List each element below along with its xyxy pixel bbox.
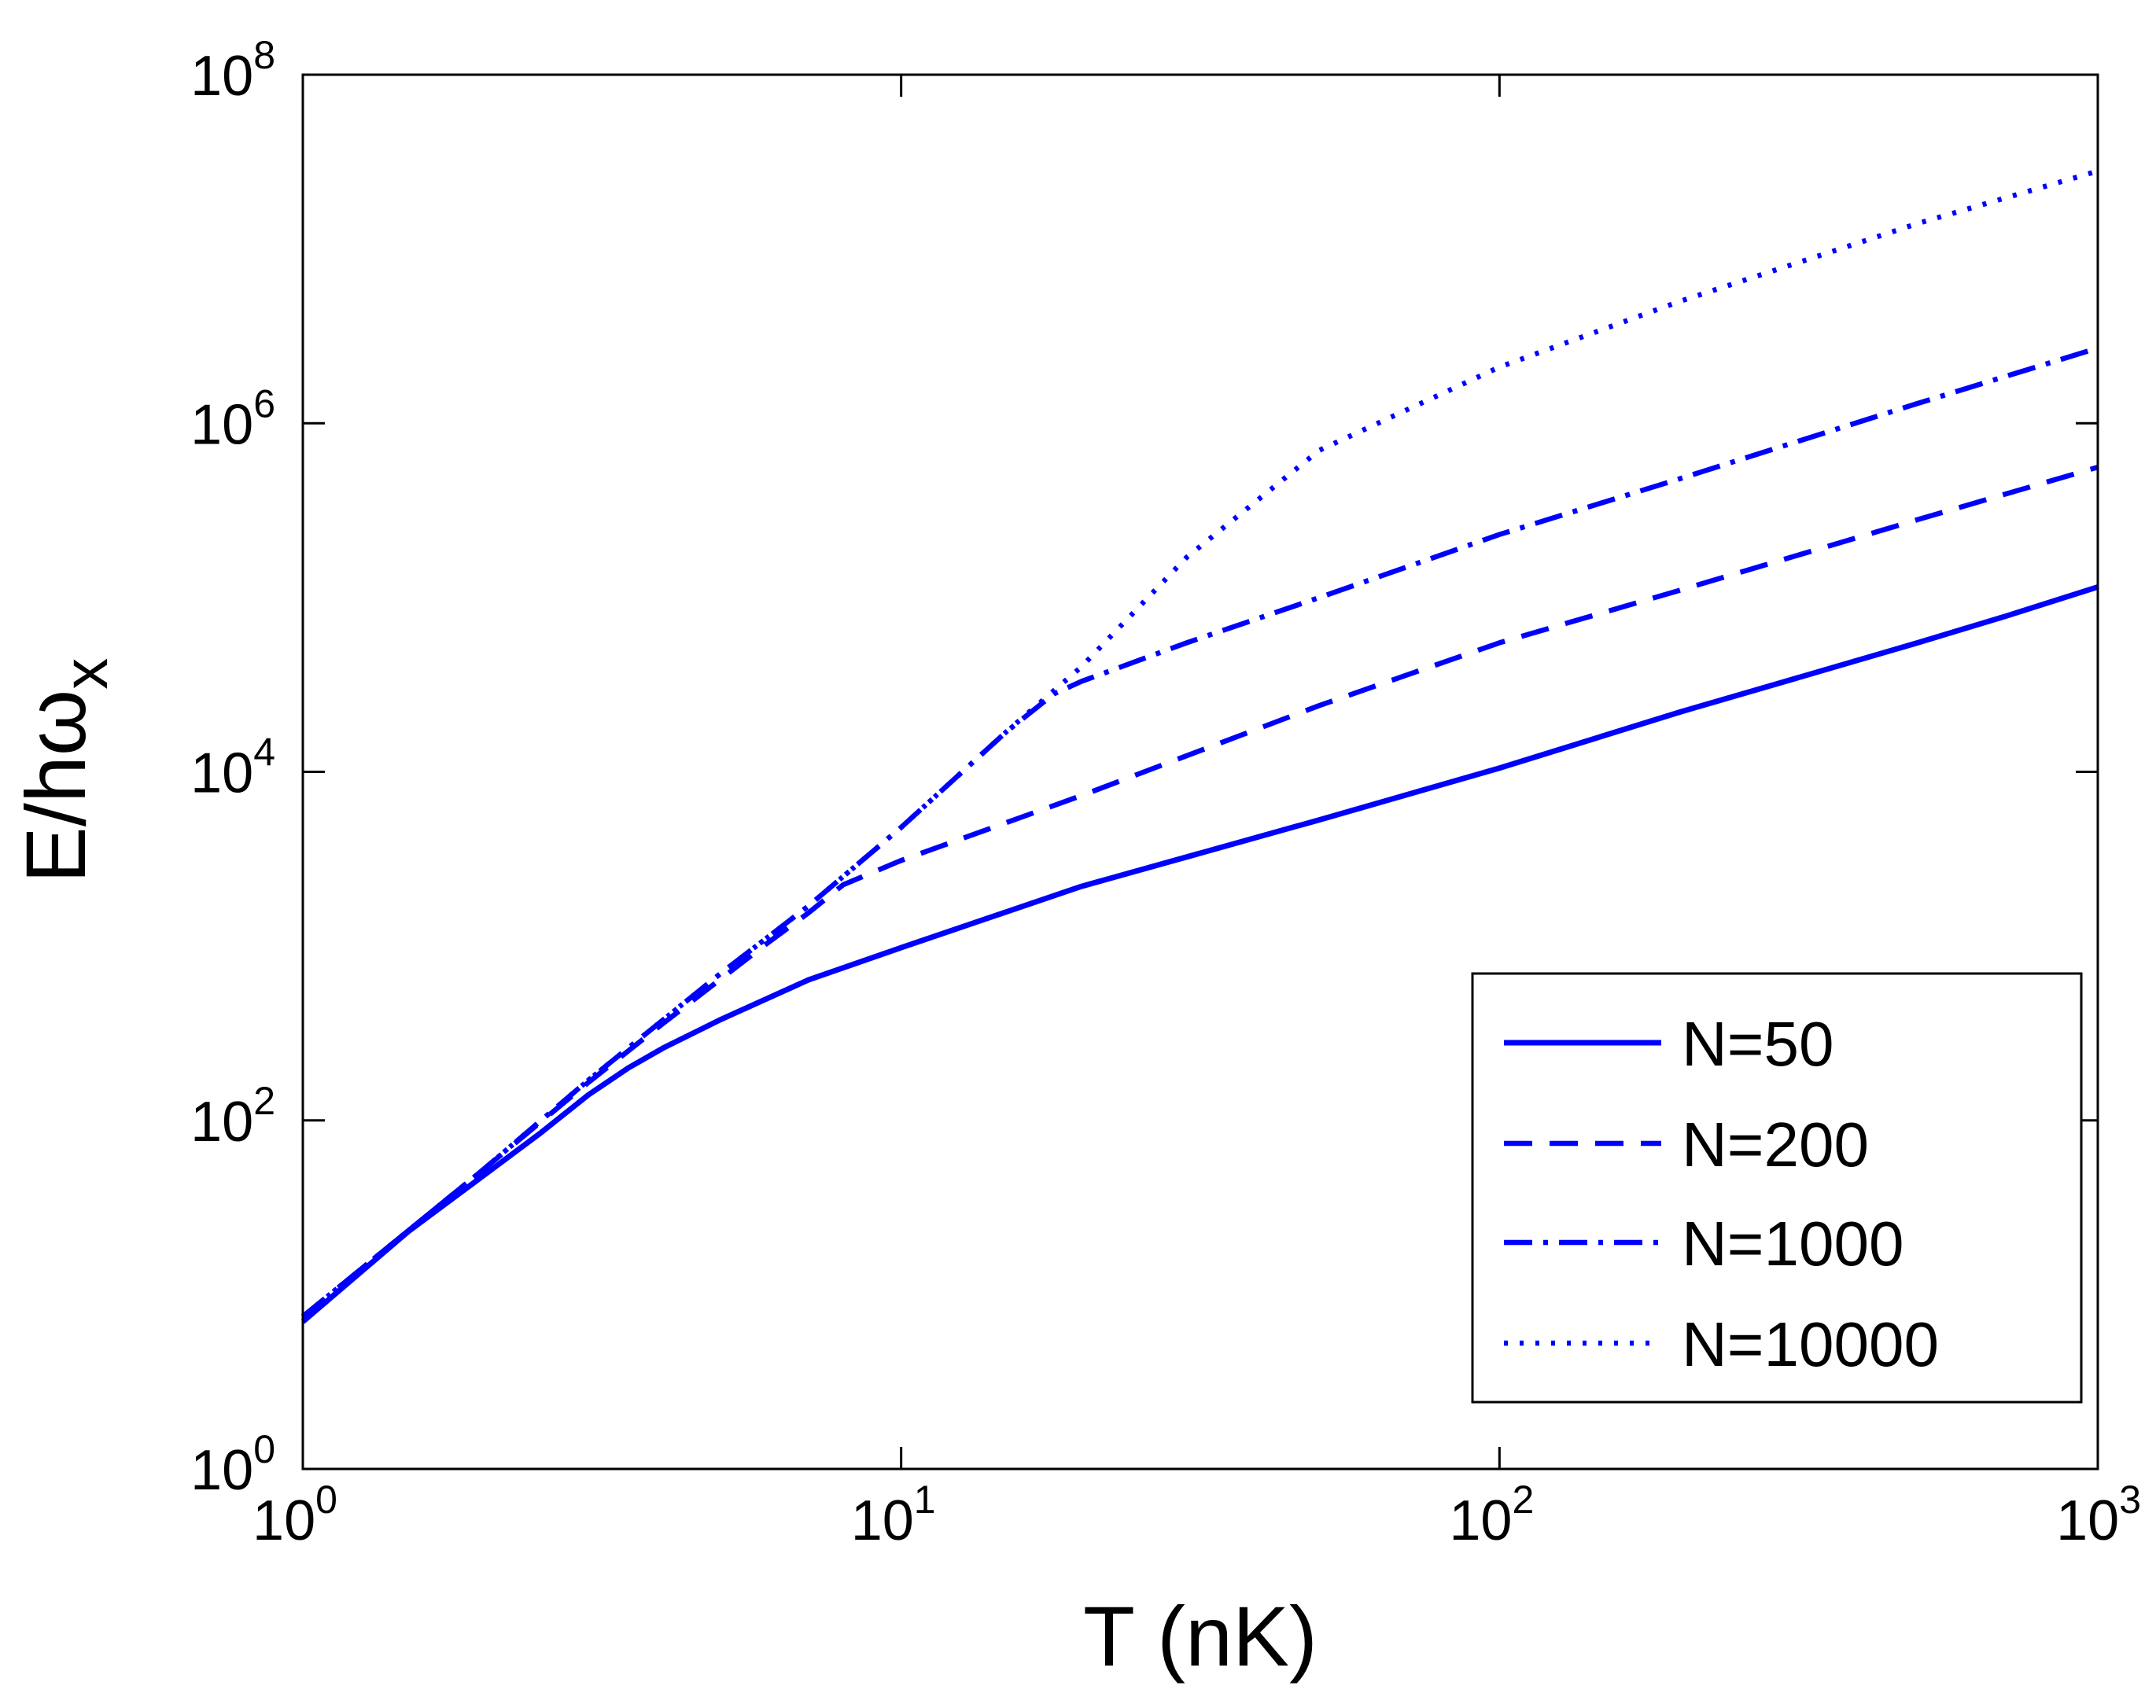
- series-line-n-200: [300, 464, 2099, 1319]
- x-tick-labels: 100 101 102 103: [252, 1478, 2141, 1552]
- y-axis-title-subscript: x: [50, 658, 120, 690]
- series-line-n-50: [300, 584, 2099, 1324]
- legend-label-2: N=1000: [1682, 1209, 1904, 1279]
- y-tick-label-1: 102: [190, 1079, 275, 1154]
- y-axis-title-main: E/hω: [8, 690, 103, 883]
- legend-entries: N=50 N=200 N=1000 N=10000: [1504, 1009, 1939, 1379]
- y-axis-title: E/hωx: [8, 658, 120, 883]
- y-tick-label-2: 104: [190, 731, 275, 805]
- legend-label-0: N=50: [1682, 1009, 1834, 1079]
- y-tick-label-3: 106: [190, 381, 275, 456]
- svg-text:E/hωx: E/hωx: [8, 658, 120, 883]
- legend: N=50 N=200 N=1000 N=10000: [1471, 972, 2083, 1404]
- y-tick-label-0: 100: [190, 1427, 275, 1502]
- x-tick-label-2: 102: [1449, 1478, 1534, 1552]
- legend-label-3: N=10000: [1682, 1309, 1939, 1379]
- x-tick-label-1: 101: [851, 1478, 936, 1552]
- x-tick-label-0: 100: [252, 1478, 337, 1552]
- plot-frame: [301, 73, 2099, 1471]
- x-axis-title: T (nK): [1083, 1588, 1318, 1684]
- x-tick-label-3: 103: [2056, 1478, 2141, 1552]
- y-tick-label-4: 108: [190, 33, 275, 108]
- legend-label-1: N=200: [1682, 1110, 1869, 1180]
- series-layer: [300, 168, 2099, 1324]
- y-tick-labels: 100 102 104 106 108: [190, 33, 275, 1502]
